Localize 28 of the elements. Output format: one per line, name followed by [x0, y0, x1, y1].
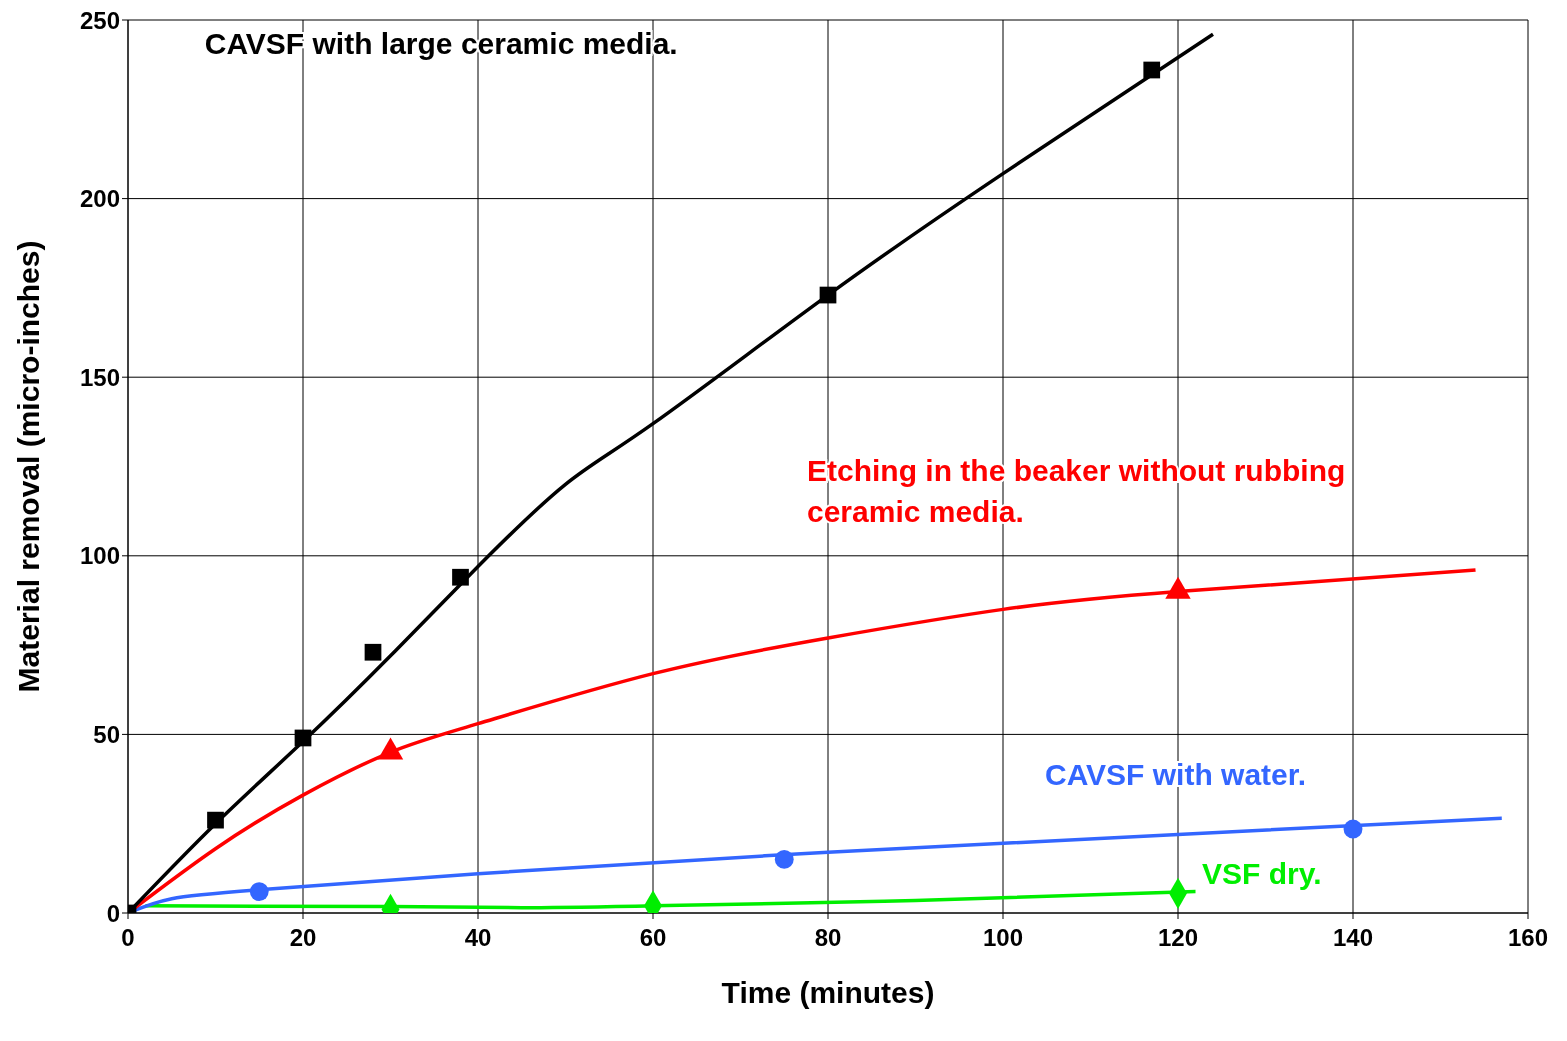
- point: [1143, 61, 1161, 79]
- x-axis-title: Time (minutes): [721, 976, 935, 1009]
- text: Etching in the beaker without rubbing ceramic media.: [807, 453, 1346, 528]
- x-tick-label: 160: [1507, 924, 1549, 952]
- point: [249, 882, 269, 901]
- x-tick-label: 120: [1157, 924, 1199, 952]
- point: [774, 850, 794, 869]
- x-tick-label: 80: [814, 924, 842, 952]
- y-tick-label: 200: [79, 185, 120, 213]
- y-axis-title: Material removal (micro-inches): [11, 240, 45, 693]
- y-tick-label: 0: [106, 899, 120, 927]
- point: [819, 286, 837, 304]
- y-tick-label: 250: [79, 6, 120, 34]
- point: [452, 568, 469, 586]
- x-tick-label: 40: [464, 924, 492, 952]
- x-tick-label: 100: [982, 924, 1024, 952]
- y-tick-label: 50: [93, 720, 120, 748]
- y-tick-label: 100: [79, 542, 120, 570]
- x-tick-label: 60: [639, 924, 667, 952]
- point: [294, 729, 312, 747]
- point: [207, 811, 224, 829]
- x-tick-label: 20: [289, 924, 317, 952]
- x-tick-label: 140: [1332, 924, 1374, 952]
- series-label: VSF dry.: [1202, 857, 1322, 891]
- text: CAVSF with large ceramic media.: [204, 27, 678, 61]
- point: [364, 643, 382, 661]
- point: [1343, 819, 1363, 839]
- y-tick-label: 150: [79, 363, 120, 391]
